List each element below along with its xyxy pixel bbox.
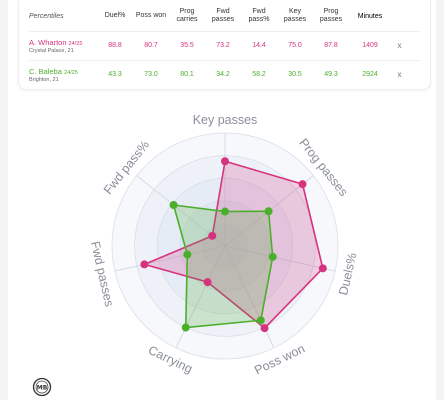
- row-divider: [29, 60, 420, 61]
- radar-axis-label: Duels%: [336, 251, 359, 296]
- radar-spoke: [224, 245, 336, 272]
- stat-cell: 75.0: [288, 42, 302, 49]
- radar-series-area: [143, 160, 324, 329]
- radar-data-point: [140, 260, 149, 269]
- radar-data-point: [260, 324, 269, 333]
- radar-data-point: [208, 231, 217, 240]
- stat-cell: 80.1: [180, 71, 194, 78]
- player-cell: C. Baleba 24/25 Brighton, 21: [19, 67, 97, 83]
- stat-cell: 30.5: [288, 71, 302, 78]
- stat-cell: 87.8: [324, 42, 338, 49]
- column-header: Key passes: [283, 8, 307, 23]
- logo-text: MB: [37, 384, 48, 391]
- player-name: C. Baleba: [29, 66, 62, 76]
- column-header: Fwd pass%: [248, 8, 270, 23]
- stat-cell: 34.2: [216, 71, 230, 78]
- stat-cell: 73.0: [144, 71, 158, 78]
- radar-spoke: [114, 245, 226, 272]
- remove-player-button[interactable]: x: [397, 41, 402, 50]
- stat-cell: 80.7: [144, 42, 158, 49]
- stat-cell: 14.4: [252, 42, 266, 49]
- percentile-table: Percentiles Duel% Poss won Prog carries …: [18, 0, 431, 90]
- stat-cell: 73.2: [216, 42, 230, 49]
- radar-data-point: [181, 323, 190, 332]
- stat-cell: 49.3: [324, 71, 338, 78]
- radar-data-point: [264, 207, 273, 216]
- player-cell: A. Wharton 24/25 Crystal Palace, 21: [19, 38, 97, 54]
- radar-data-point: [256, 316, 265, 325]
- column-header: Poss won: [135, 12, 167, 19]
- player-club: Crystal Palace, 21: [29, 47, 74, 54]
- table-row: C. Baleba 24/25 Brighton, 21 43.3 73.0 8…: [19, 61, 430, 88]
- stat-cell: 58.2: [252, 71, 266, 78]
- radar-series-area: [172, 204, 274, 329]
- table-header: Percentiles Duel% Poss won Prog carries …: [19, 0, 430, 32]
- radar-data-point: [268, 252, 277, 261]
- radar-data-point: [221, 207, 229, 216]
- player-comparison-card: Percentiles Duel% Poss won Prog carries …: [8, 0, 436, 400]
- table-row: A. Wharton 24/25 Crystal Palace, 21 88.8…: [19, 32, 430, 59]
- mb-logo-icon: MB: [32, 377, 52, 397]
- radar-axis-label: Key passes: [193, 113, 258, 127]
- stat-cell: 88.8: [108, 42, 122, 49]
- radar-data-point: [169, 200, 178, 209]
- radar-data-point: [183, 250, 192, 259]
- column-header: Prog carries: [176, 8, 198, 23]
- column-header: Duel%: [104, 12, 126, 19]
- column-header: Prog passes: [319, 8, 343, 23]
- stat-cell: 35.5: [180, 42, 194, 49]
- player-season: 24/25: [68, 40, 83, 47]
- minutes-cell: 2924: [362, 71, 378, 78]
- column-header: Fwd passes: [211, 8, 235, 23]
- player-club: Brighton, 21: [29, 76, 59, 83]
- radar-data-point: [298, 180, 307, 189]
- percentiles-header: Percentiles: [29, 12, 64, 20]
- player-season: 24/25: [64, 69, 78, 76]
- minutes-cell: 1409: [362, 42, 378, 49]
- stat-cell: 43.3: [108, 71, 122, 78]
- remove-player-button[interactable]: x: [397, 70, 402, 79]
- radar-data-point: [221, 157, 229, 166]
- radar-data-point: [318, 264, 327, 273]
- radar-data-point: [203, 278, 212, 287]
- player-name: A. Wharton: [29, 37, 67, 47]
- minutes-header: Minutes: [357, 12, 383, 20]
- row-divider: [29, 31, 420, 32]
